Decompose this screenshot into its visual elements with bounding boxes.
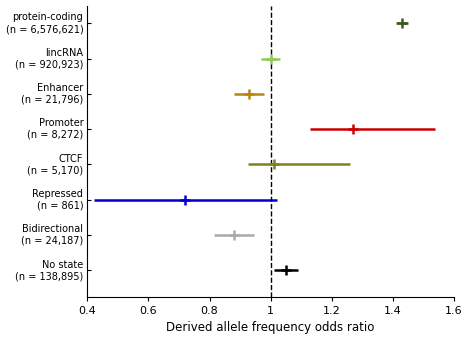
X-axis label: Derived allele frequency odds ratio: Derived allele frequency odds ratio [166,321,375,335]
